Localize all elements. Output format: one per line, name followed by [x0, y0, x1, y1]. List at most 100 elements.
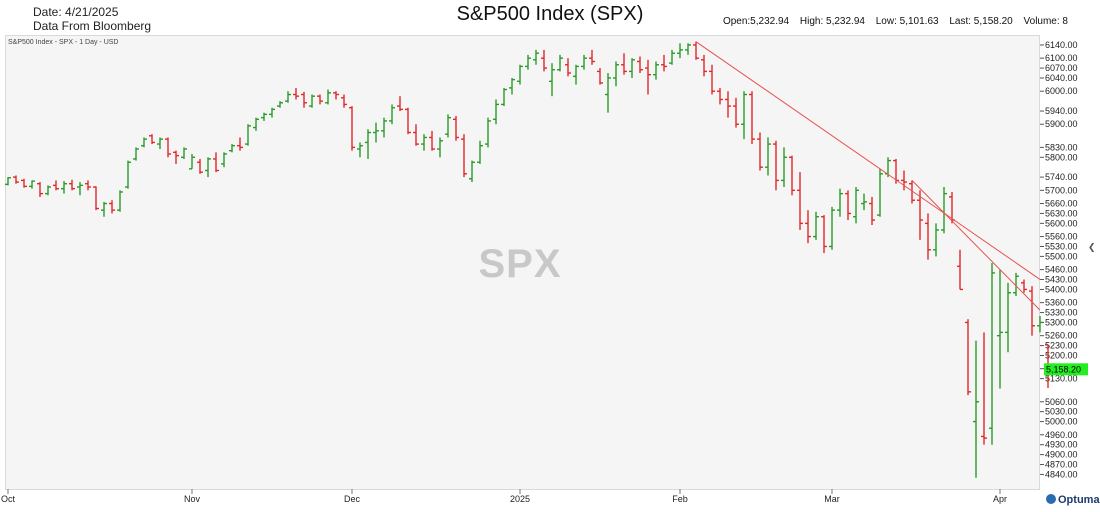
ohlc-bar — [413, 124, 419, 146]
ohlc-bar — [469, 160, 475, 183]
ohlc-bar — [173, 150, 179, 164]
y-tick-label: 5600.00 — [1045, 218, 1078, 228]
ohlc-bar — [397, 96, 403, 112]
y-tick-label: 6100.00 — [1045, 53, 1078, 63]
y-tick-label: 5830.00 — [1045, 142, 1078, 152]
ohlc-bar — [493, 99, 499, 125]
ohlc-bar — [21, 178, 27, 188]
ohlc-bar — [405, 107, 411, 135]
ohlc-bar — [877, 168, 883, 217]
scroll-right-icon[interactable]: ❮ — [1088, 242, 1096, 252]
ohlc-bar — [773, 140, 779, 191]
ohlc-bar — [269, 107, 275, 118]
ohlc-bar — [1005, 282, 1011, 353]
date-label: Date: 4/21/2025 — [33, 5, 119, 19]
x-tick-label: Feb — [672, 494, 688, 504]
y-tick-label: 6000.00 — [1045, 86, 1078, 96]
ohlc-bar — [789, 155, 795, 196]
ohlc-bar — [573, 64, 579, 85]
y-tick-label: 5940.00 — [1045, 106, 1078, 116]
last-price-label: 5,158.20 — [1046, 364, 1081, 374]
ohlc-bar — [725, 91, 731, 118]
ohlc-bar — [557, 54, 563, 72]
ohlc-bar — [613, 61, 619, 87]
ohlc-bar — [317, 94, 323, 105]
header-info: Date: 4/21/2025 Data From Bloomberg — [33, 5, 151, 33]
y-tick-label: 5200.00 — [1045, 351, 1078, 361]
ohlc-bar — [749, 91, 755, 145]
ohlc-bar — [213, 152, 219, 173]
y-tick-label: 4960.00 — [1045, 430, 1078, 440]
x-tick-label: Mar — [824, 494, 840, 504]
ohlc-bar — [813, 211, 819, 240]
ohlc-bar — [525, 54, 531, 70]
ohlc-bar — [5, 177, 11, 186]
ohlc-bar — [997, 269, 1003, 389]
ohlc-bar — [941, 187, 947, 234]
x-tick-label: Apr — [993, 494, 1007, 504]
y-tick-label: 4840.00 — [1045, 469, 1078, 479]
ohlc-bar — [29, 180, 35, 189]
ohlc-bar — [1029, 286, 1035, 336]
ohlc-bar — [685, 43, 691, 55]
ohlc-bar — [429, 130, 435, 151]
y-tick-label: 5000.00 — [1045, 417, 1078, 427]
ohlc-bar — [125, 160, 131, 189]
y-tick-label: 6040.00 — [1045, 73, 1078, 83]
ohlc-bar — [285, 91, 291, 103]
ohlc-bar — [53, 180, 59, 191]
y-tick-label: 6140.00 — [1045, 40, 1078, 50]
y-tick-label: 4870.00 — [1045, 460, 1078, 470]
ohlc-bar — [461, 134, 467, 178]
x-tick-label: 2025 — [510, 494, 530, 504]
ohlc-bar — [253, 117, 259, 131]
y-tick-label: 5740.00 — [1045, 172, 1078, 182]
ohlc-bar — [933, 223, 939, 257]
ohlc-bar — [301, 91, 307, 108]
ohlc-bar — [837, 188, 843, 217]
ohlc-bar — [869, 196, 875, 226]
y-tick-label: 5900.00 — [1045, 119, 1078, 129]
ohlc-bar — [357, 142, 363, 158]
ohlc-bar — [133, 147, 139, 161]
ohlc-bar — [509, 77, 515, 95]
ohlc-bar — [37, 182, 43, 197]
ohlc-bar — [349, 106, 355, 151]
ohlc-bar — [653, 61, 659, 80]
ohlc-bar — [917, 190, 923, 240]
ohlc-bar — [717, 87, 723, 105]
ohlc-bar — [845, 190, 851, 221]
ohlc-bar — [229, 144, 235, 153]
trendline-minor — [911, 180, 1041, 311]
ohlc-bar — [533, 49, 539, 65]
y-tick-label: 6070.00 — [1045, 63, 1078, 73]
y-tick-label: 5060.00 — [1045, 397, 1078, 407]
plot-area[interactable] — [5, 35, 1040, 490]
ohlc-bar — [421, 134, 427, 151]
ohlc-bar — [909, 180, 915, 204]
ohlc-bar — [205, 157, 211, 178]
ohlc-bar — [901, 170, 907, 191]
y-tick-label: 5500.00 — [1045, 251, 1078, 261]
ohlc-bar — [541, 49, 547, 72]
optuma-logo: Optuma — [1046, 494, 1100, 506]
ohlc-bar — [237, 137, 243, 151]
ohlc-bar — [325, 89, 331, 105]
open-value: Open:5,232.94 — [722, 16, 790, 27]
ohlc-bar — [445, 114, 451, 138]
y-tick-label: 5700.00 — [1045, 185, 1078, 195]
ohlc-bar — [597, 68, 603, 85]
y-tick-label: 5230.00 — [1045, 341, 1078, 351]
ohlc-bar — [309, 94, 315, 108]
y-tick-label: 5300.00 — [1045, 317, 1078, 327]
ohlc-bar — [245, 124, 251, 146]
symbol-watermark: SPX — [478, 242, 562, 286]
ohlc-bar — [565, 58, 571, 77]
ohlc-bar — [821, 215, 827, 254]
ohlc-bar — [621, 53, 627, 75]
high-value: High: 5,232.94 — [799, 16, 865, 27]
ohlc-bar — [117, 190, 123, 212]
last-price-badge — [1044, 363, 1088, 376]
x-tick-label: Dec — [344, 494, 361, 504]
